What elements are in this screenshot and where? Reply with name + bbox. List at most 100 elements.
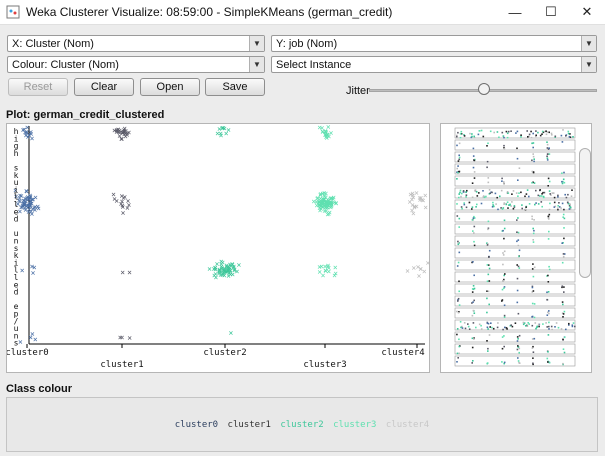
data-point-cluster0[interactable]: × <box>23 197 28 206</box>
data-point-cluster4[interactable]: × <box>418 265 423 274</box>
data-point-cluster2[interactable]: × <box>226 271 231 280</box>
data-point-cluster1[interactable]: × <box>122 127 127 136</box>
data-point-cluster3[interactable]: × <box>333 263 338 272</box>
open-button[interactable]: Open <box>140 78 200 96</box>
data-point-cluster1[interactable]: × <box>115 127 120 136</box>
data-point-cluster4[interactable]: × <box>407 197 412 206</box>
data-point-cluster0[interactable]: × <box>22 196 27 205</box>
data-point-cluster2[interactable]: × <box>211 264 216 273</box>
data-point-cluster4[interactable]: × <box>405 267 410 276</box>
data-point-cluster3[interactable]: × <box>329 193 334 202</box>
data-point-cluster0[interactable]: × <box>29 199 34 208</box>
data-point-cluster2[interactable]: × <box>219 260 224 269</box>
data-point-cluster3[interactable]: × <box>324 197 329 206</box>
data-point-cluster3[interactable]: × <box>317 197 322 206</box>
data-point-cluster3[interactable]: × <box>326 261 331 270</box>
data-point-cluster2[interactable]: × <box>232 265 237 274</box>
data-point-cluster0[interactable]: × <box>13 186 18 195</box>
data-point-cluster3[interactable]: × <box>326 264 331 273</box>
data-point-cluster3[interactable]: × <box>320 198 325 207</box>
data-point-cluster3[interactable]: × <box>325 199 330 208</box>
data-point-cluster2[interactable]: × <box>224 262 229 271</box>
data-point-cluster4[interactable]: × <box>412 202 417 211</box>
data-point-cluster2[interactable]: × <box>207 265 212 274</box>
data-point-cluster3[interactable]: × <box>325 210 330 219</box>
data-point-cluster4[interactable]: × <box>416 262 421 271</box>
data-point-cluster2[interactable]: × <box>212 271 217 280</box>
data-point-cluster3[interactable]: × <box>319 204 324 213</box>
data-point-cluster3[interactable]: × <box>324 131 329 140</box>
data-point-cluster1[interactable]: × <box>120 128 125 137</box>
minimize-button[interactable]: — <box>497 0 533 24</box>
data-point-cluster3[interactable]: × <box>324 128 329 137</box>
data-point-cluster1[interactable]: × <box>127 268 132 277</box>
data-point-cluster0[interactable]: × <box>29 209 34 218</box>
data-point-cluster1[interactable]: × <box>114 197 119 206</box>
data-point-cluster1[interactable]: × <box>123 129 128 138</box>
data-point-cluster0[interactable]: × <box>17 196 22 205</box>
data-point-cluster2[interactable]: × <box>224 129 229 138</box>
data-point-cluster3[interactable]: × <box>319 197 324 206</box>
data-point-cluster0[interactable]: × <box>25 196 30 205</box>
attribute-matrix-panel[interactable] <box>440 123 592 373</box>
data-point-cluster3[interactable]: × <box>320 197 325 206</box>
data-point-cluster0[interactable]: × <box>14 192 19 201</box>
data-point-cluster4[interactable]: × <box>411 264 416 273</box>
data-point-cluster1[interactable]: × <box>121 128 126 137</box>
data-point-cluster3[interactable]: × <box>325 131 330 140</box>
data-point-cluster0[interactable]: × <box>31 195 36 204</box>
data-point-cluster3[interactable]: × <box>333 269 338 278</box>
data-point-cluster4[interactable]: × <box>414 202 419 211</box>
data-point-cluster4[interactable]: × <box>423 203 428 212</box>
data-point-cluster0[interactable]: × <box>25 123 30 132</box>
data-point-cluster0[interactable]: × <box>26 202 31 211</box>
data-point-cluster2[interactable]: × <box>222 267 227 276</box>
data-point-cluster1[interactable]: × <box>122 124 127 133</box>
data-point-cluster2[interactable]: × <box>215 259 220 268</box>
data-point-cluster3[interactable]: × <box>321 195 326 204</box>
data-point-cluster3[interactable]: × <box>322 192 327 201</box>
data-point-cluster3[interactable]: × <box>317 203 322 212</box>
attribute-thumbnail[interactable] <box>454 271 576 283</box>
data-point-cluster2[interactable]: × <box>221 269 226 278</box>
data-point-cluster0[interactable]: × <box>32 205 37 214</box>
data-point-cluster1[interactable]: × <box>127 334 132 343</box>
attribute-thumbnail[interactable] <box>454 163 576 175</box>
data-point-cluster2[interactable]: × <box>213 263 218 272</box>
data-point-cluster0[interactable]: × <box>20 201 25 210</box>
data-point-cluster2[interactable]: × <box>230 260 235 269</box>
data-point-cluster0[interactable]: × <box>28 202 33 211</box>
data-point-cluster0[interactable]: × <box>26 195 31 204</box>
data-point-cluster0[interactable]: × <box>28 192 33 201</box>
data-point-cluster3[interactable]: × <box>320 127 325 136</box>
maximize-button[interactable]: ☐ <box>533 0 569 24</box>
data-point-cluster3[interactable]: × <box>326 199 331 208</box>
data-point-cluster0[interactable]: × <box>18 191 23 200</box>
data-point-cluster0[interactable]: × <box>21 199 26 208</box>
data-point-cluster4[interactable]: × <box>414 189 419 198</box>
data-point-cluster3[interactable]: × <box>322 201 327 210</box>
data-point-cluster3[interactable]: × <box>320 197 325 206</box>
data-point-cluster3[interactable]: × <box>329 201 334 210</box>
data-point-cluster3[interactable]: × <box>321 203 326 212</box>
data-point-cluster0[interactable]: × <box>22 204 27 213</box>
data-point-cluster0[interactable]: × <box>28 333 33 342</box>
attribute-thumbnail[interactable] <box>454 307 576 319</box>
data-point-cluster0[interactable]: × <box>27 201 32 210</box>
data-point-cluster0[interactable]: × <box>28 128 33 137</box>
data-point-cluster2[interactable]: × <box>232 266 237 275</box>
data-point-cluster3[interactable]: × <box>314 197 319 206</box>
data-point-cluster0[interactable]: × <box>23 205 28 214</box>
data-point-cluster4[interactable]: × <box>410 189 415 198</box>
data-point-cluster0[interactable]: × <box>27 200 32 209</box>
data-point-cluster2[interactable]: × <box>226 267 231 276</box>
data-point-cluster3[interactable]: × <box>321 200 326 209</box>
data-point-cluster1[interactable]: × <box>118 333 123 342</box>
data-point-cluster4[interactable]: × <box>410 191 415 200</box>
close-button[interactable]: ✕ <box>569 0 605 24</box>
data-point-cluster3[interactable]: × <box>311 197 316 206</box>
data-point-cluster0[interactable]: × <box>28 191 33 200</box>
attribute-thumbnail[interactable] <box>454 259 576 271</box>
data-point-cluster1[interactable]: × <box>121 193 126 202</box>
data-point-cluster4[interactable]: × <box>408 190 413 199</box>
